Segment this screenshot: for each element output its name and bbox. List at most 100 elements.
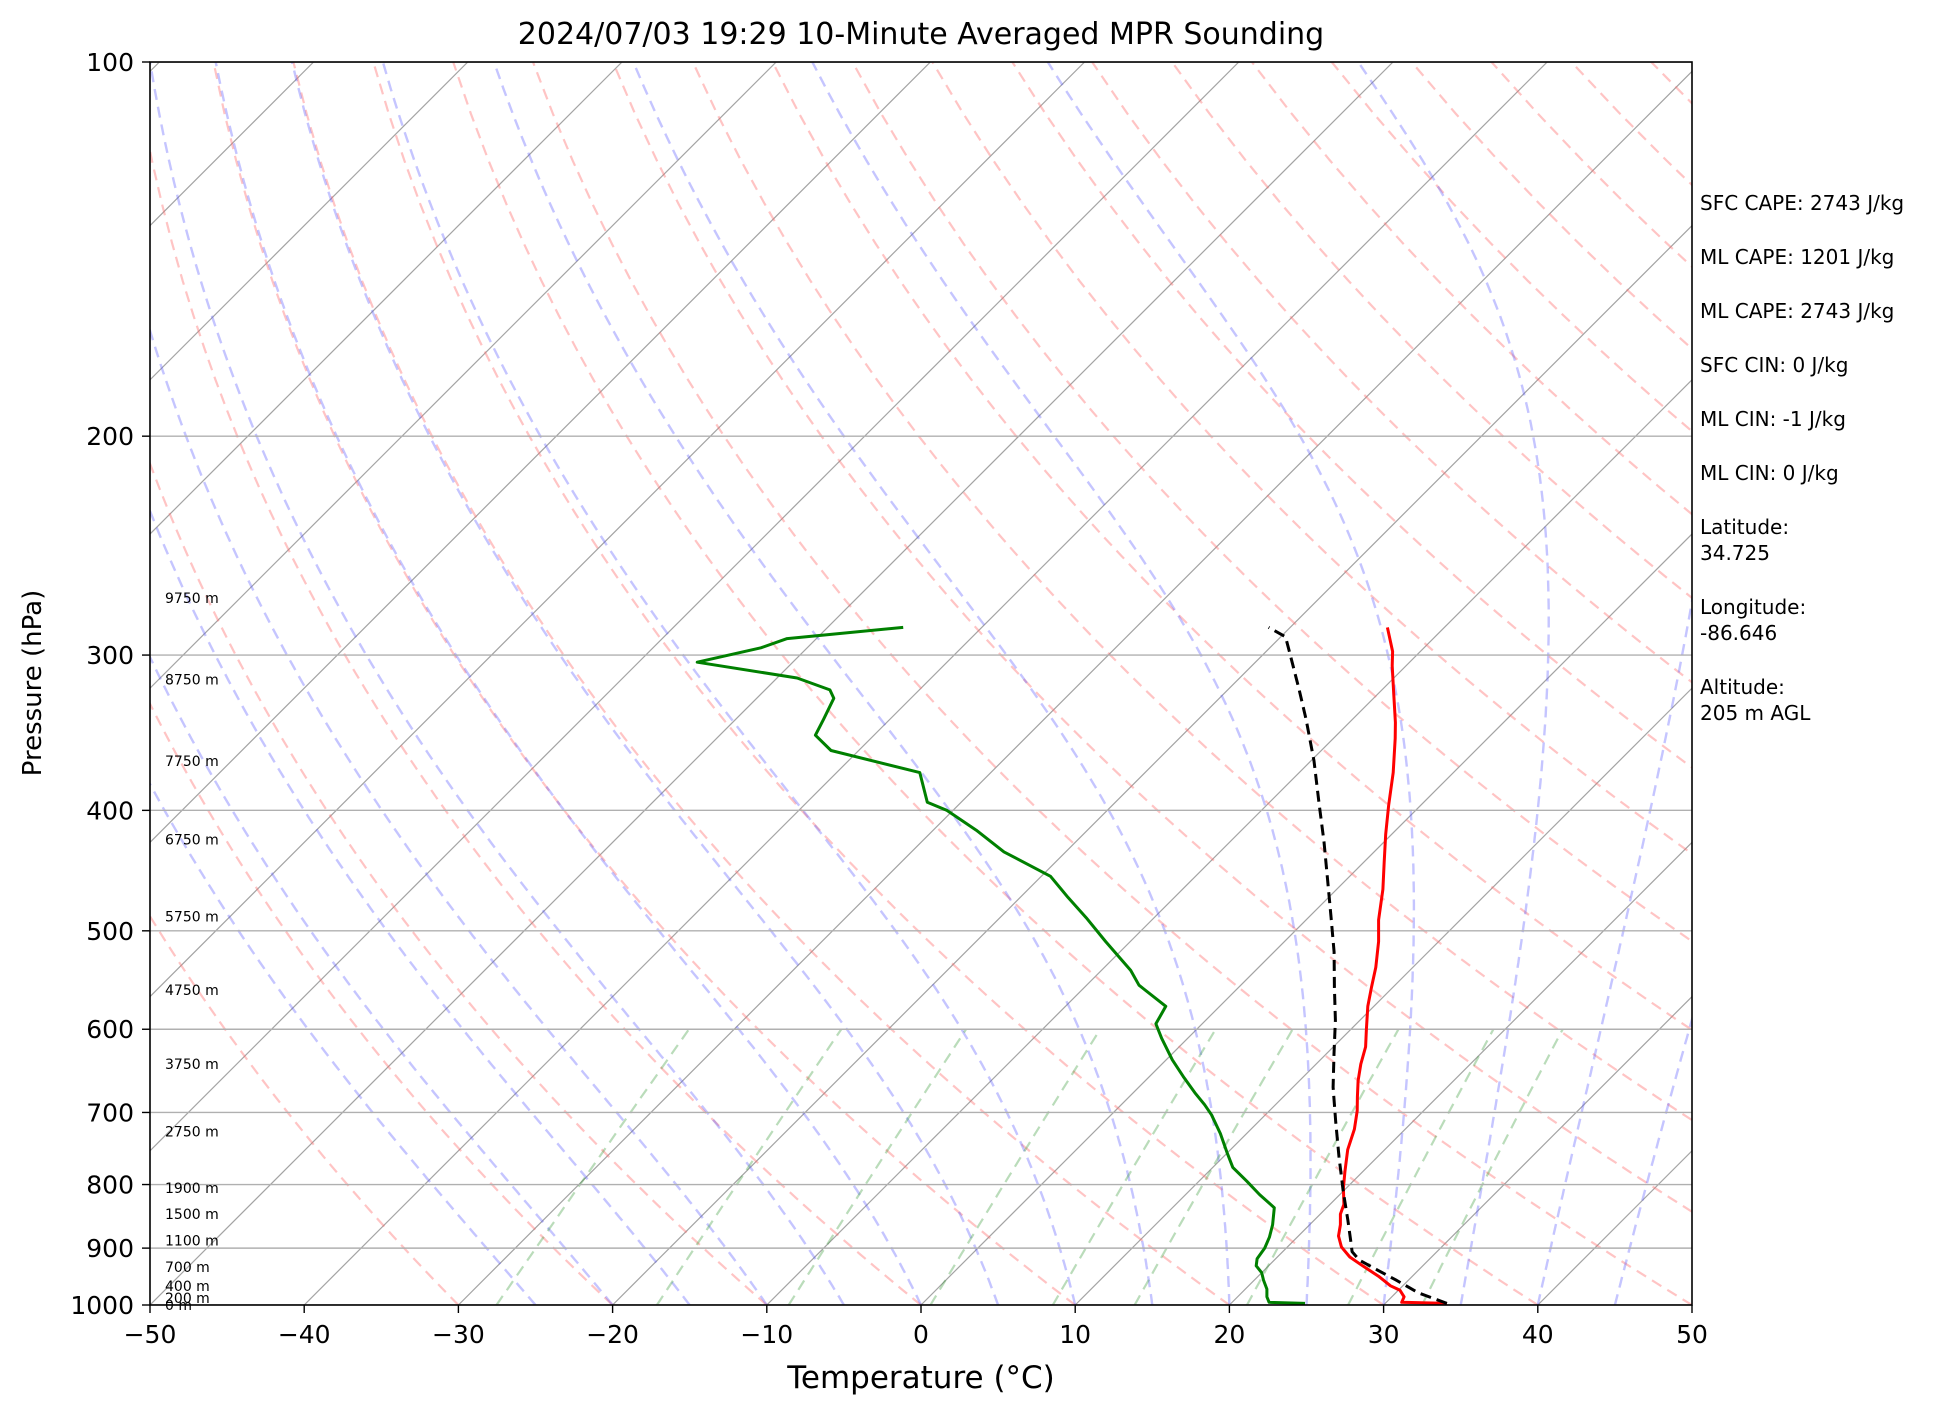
moist-adiabat	[1536, 594, 1692, 1305]
isotherm	[457, 70, 1692, 1305]
moist-adiabat	[150, 781, 537, 1305]
moist-adiabat	[811, 62, 1312, 1305]
y-tick-label: 400	[86, 796, 134, 825]
dry-adiabat	[150, 460, 768, 1305]
dry-adiabat	[150, 145, 922, 1305]
dry-adiabat	[452, 62, 1539, 1305]
x-tick-label: −40	[278, 1320, 331, 1349]
annotation-text: Altitude: 205 m AGL	[1700, 675, 1811, 725]
isotherm	[150, 62, 1086, 998]
annotation-text: ML CAPE: 2743 J/kg	[1700, 299, 1894, 323]
moist-adiabat	[381, 62, 1077, 1305]
annotation-text: ML CIN: 0 J/kg	[1700, 461, 1839, 485]
mixing-ratio-line	[929, 1028, 1102, 1305]
moist-adiabat	[150, 507, 691, 1305]
isotherm	[150, 62, 1240, 1152]
moist-adiabat	[150, 654, 614, 1305]
y-tick-label: 900	[86, 1234, 134, 1263]
height-label: 4750 m	[165, 983, 219, 999]
dry-adiabat	[691, 62, 1692, 1122]
isotherm	[150, 62, 777, 690]
isotherm	[150, 62, 469, 381]
mixing-ratio-line	[1133, 1028, 1294, 1305]
isotherm	[150, 62, 1394, 1305]
y-tick-label: 600	[86, 1015, 134, 1044]
x-axis-label: Temperature (°C)	[786, 1360, 1055, 1396]
height-label: 7750 m	[165, 754, 219, 770]
isotherm	[1383, 995, 1692, 1305]
y-tick-label: 300	[86, 641, 134, 670]
dry-adiabat	[771, 62, 1692, 1032]
x-tick-label: −10	[740, 1320, 793, 1349]
height-label: 8750 m	[165, 673, 219, 689]
x-tick-label: 20	[1213, 1320, 1245, 1349]
pressure-gridlines	[150, 62, 1692, 1305]
y-tick-label: 800	[86, 1171, 134, 1200]
height-label: 200 m	[165, 1291, 210, 1307]
moist-adiabat	[214, 62, 923, 1305]
moist-adiabat	[1613, 1015, 1692, 1305]
moist-adiabat	[632, 62, 1231, 1305]
chart-title: 2024/07/03 19:29 10-Minute Averaged MPR …	[518, 17, 1324, 52]
annotation-text: SFC CAPE: 2743 J/kg	[1700, 191, 1904, 215]
dry-adiabat	[1091, 62, 1692, 684]
isotherm	[303, 62, 1548, 1305]
annotation-text: ML CAPE: 1201 J/kg	[1700, 245, 1894, 269]
sounding-series-2	[1267, 626, 1448, 1305]
moist-adiabat	[150, 326, 768, 1305]
dry-adiabat	[611, 62, 1692, 1214]
moist-adiabat	[1357, 62, 1550, 1305]
x-tick-label: 40	[1522, 1320, 1554, 1349]
height-label: 400 m	[165, 1279, 210, 1295]
y-axis-label: Pressure (hPa)	[18, 590, 48, 777]
height-label: 1100 m	[165, 1233, 219, 1249]
moist-adiabat	[290, 62, 1000, 1305]
moist-adiabat	[150, 62, 845, 1305]
x-tick-label: 30	[1368, 1320, 1400, 1349]
mixing-ratio-line	[1051, 1028, 1217, 1305]
isotherm	[920, 533, 1692, 1305]
isotherm	[150, 62, 623, 535]
annotation-text: Latitude: 34.725	[1700, 515, 1789, 565]
sounding-series-1	[695, 625, 1306, 1305]
annotation-text: ML CIN: -1 J/kg	[1700, 407, 1846, 431]
x-axis-ticks: −50 −40 −30 −20 −10 0 10 20 30 40 50	[124, 1305, 1708, 1349]
isotherm	[612, 224, 1692, 1305]
isotherm	[1074, 687, 1692, 1305]
height-label: 0 m	[165, 1298, 192, 1314]
y-tick-label: 500	[86, 917, 134, 946]
height-label: 1500 m	[165, 1207, 219, 1223]
isotherm	[766, 378, 1692, 1305]
annotations: SFC CAPE: 2743 J/kg ML CAPE: 1201 J/kg ML …	[1700, 191, 1904, 725]
isotherm	[150, 62, 931, 844]
height-label: 2750 m	[165, 1124, 219, 1140]
isotherm	[0, 62, 5, 1305]
height-label: 3750 m	[165, 1057, 219, 1073]
x-tick-label: 0	[913, 1320, 929, 1349]
x-tick-label: 10	[1059, 1320, 1091, 1349]
x-tick-label: −50	[124, 1320, 177, 1349]
height-label: 5750 m	[165, 910, 219, 926]
background-lines	[0, 62, 1692, 1305]
mixing-ratio-line	[1421, 1028, 1564, 1305]
dry-adiabat	[212, 62, 1076, 1305]
mixing-ratio-line	[1347, 1028, 1495, 1305]
dry-adiabat	[150, 701, 614, 1305]
mixing-ratio-line	[1246, 1028, 1400, 1305]
y-axis-ticks: 1000 900 800 700 600 500 400 300 200 100	[70, 48, 150, 1320]
dry-adiabat	[531, 62, 1692, 1305]
mixing-ratio-line	[495, 1028, 690, 1305]
mixing-ratio-line	[787, 1028, 968, 1305]
dry-adiabat	[150, 914, 460, 1305]
y-tick-label: 100	[86, 48, 134, 77]
y-tick-label: 700	[86, 1098, 134, 1127]
annotation-text: Longitude: -86.646	[1700, 595, 1806, 645]
y-tick-label: 200	[86, 422, 134, 451]
dry-adiabat	[1011, 62, 1692, 769]
height-label: 1900 m	[165, 1181, 219, 1197]
dry-adiabat	[372, 62, 1385, 1305]
isotherm	[1228, 841, 1692, 1305]
x-tick-label: −20	[586, 1320, 639, 1349]
